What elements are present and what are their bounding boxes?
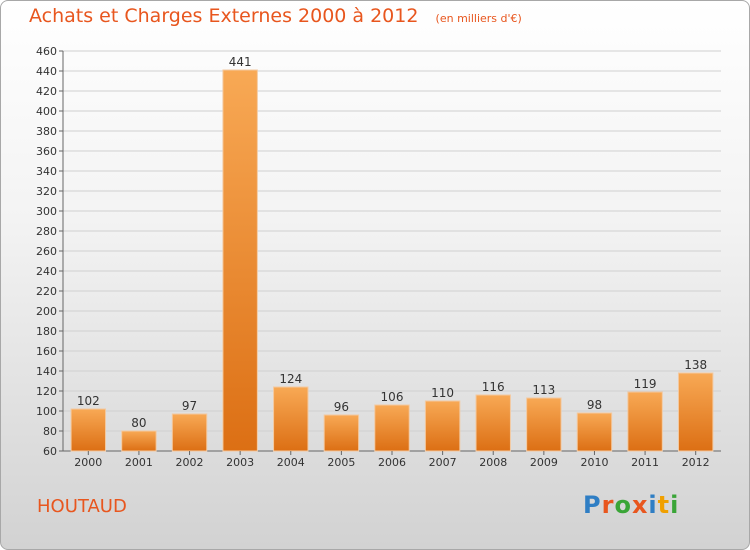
y-tick-label: 200	[36, 305, 57, 318]
x-tick-label: 2003	[226, 456, 254, 469]
x-tick-label: 2006	[378, 456, 406, 469]
logo-letter: i	[648, 491, 658, 519]
x-tick-label: 2002	[176, 456, 204, 469]
bar	[576, 412, 613, 452]
logo-letter: t	[657, 491, 671, 519]
bar	[171, 413, 208, 452]
commune-name: HOUTAUD	[37, 496, 127, 517]
bar-value-label: 102	[77, 394, 100, 408]
bar	[526, 397, 562, 452]
y-tick-label: 420	[36, 85, 57, 98]
bar	[273, 386, 309, 452]
chart-title: Achats et Charges Externes 2000 à 2012 (…	[29, 5, 522, 27]
bar	[121, 430, 157, 452]
bar-value-label: 441	[229, 55, 252, 69]
bar-value-label: 96	[334, 400, 349, 414]
x-tick-label: 2008	[479, 456, 507, 469]
y-tick-label: 360	[36, 145, 57, 158]
x-tick-label: 2001	[125, 456, 153, 469]
y-tick-label: 440	[36, 65, 57, 78]
y-tick-label: 100	[36, 405, 57, 418]
y-tick-label: 180	[36, 325, 57, 338]
y-tick-label: 380	[36, 125, 57, 138]
bar	[323, 414, 360, 452]
y-tick-label: 160	[36, 345, 57, 358]
bar	[475, 394, 511, 452]
bar-value-label: 119	[634, 377, 657, 391]
y-tick-label: 240	[36, 265, 57, 278]
bar-value-label: 124	[279, 372, 302, 386]
chart-title-text: Achats et Charges Externes 2000 à 2012	[29, 5, 419, 27]
logo-letter: r	[601, 491, 615, 519]
bar	[627, 391, 663, 452]
x-tick-label: 2005	[327, 456, 355, 469]
x-tick-label: 2004	[277, 456, 305, 469]
y-tick-label: 300	[36, 205, 57, 218]
bar	[424, 400, 461, 452]
x-tick-label: 2011	[631, 456, 659, 469]
bar-value-label: 116	[482, 380, 505, 394]
bar	[222, 69, 258, 452]
x-tick-label: 2000	[74, 456, 102, 469]
y-tick-label: 400	[36, 105, 57, 118]
y-tick-label: 140	[36, 365, 57, 378]
bar-value-label: 80	[131, 416, 146, 430]
bar-value-label: 113	[532, 383, 555, 397]
logo-letter: x	[631, 491, 649, 519]
x-tick-label: 2012	[682, 456, 710, 469]
bar-value-label: 106	[381, 390, 404, 404]
y-tick-label: 280	[36, 225, 57, 238]
y-tick-label: 220	[36, 285, 57, 298]
proxiti-logo: Proxiti	[583, 491, 679, 519]
x-tick-label: 2007	[429, 456, 457, 469]
bar-value-label: 97	[182, 399, 197, 413]
x-tick-label: 2010	[580, 456, 608, 469]
bar	[374, 404, 410, 452]
bar	[677, 372, 714, 452]
y-tick-label: 460	[36, 45, 57, 58]
logo-letter: P	[583, 491, 602, 519]
bar-value-label: 98	[587, 398, 602, 412]
bar-value-label: 138	[684, 358, 707, 372]
y-tick-label: 80	[43, 425, 57, 438]
y-tick-label: 320	[36, 185, 57, 198]
x-tick-label: 2009	[530, 456, 558, 469]
y-tick-label: 340	[36, 165, 57, 178]
chart-unit-note: (en milliers d'€)	[435, 12, 522, 25]
y-tick-label: 60	[43, 445, 57, 458]
logo-letter: i	[670, 491, 680, 519]
y-tick-label: 120	[36, 385, 57, 398]
y-tick-label: 260	[36, 245, 57, 258]
logo-letter: o	[614, 491, 632, 519]
bar	[70, 408, 107, 452]
bar-value-label: 110	[431, 386, 454, 400]
